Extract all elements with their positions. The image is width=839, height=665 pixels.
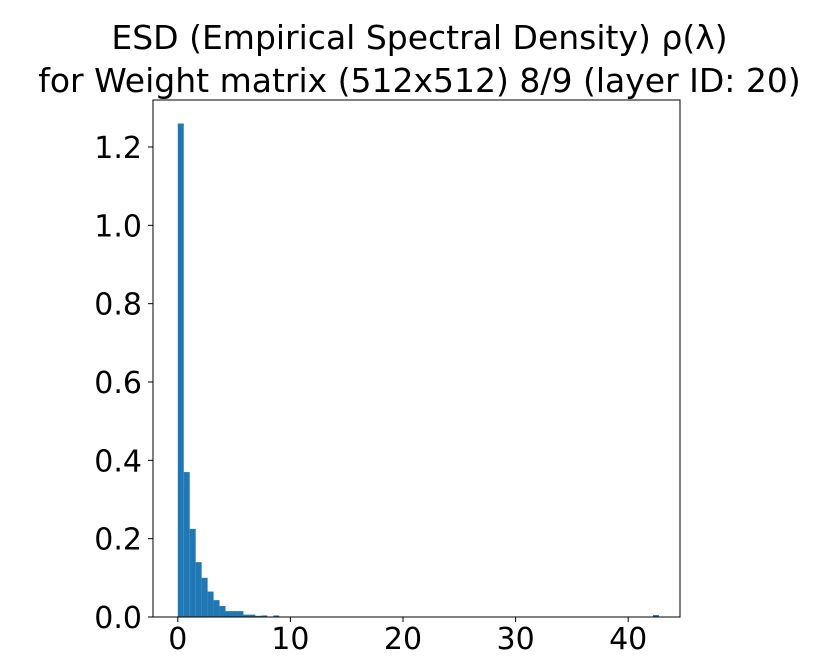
histogram-bar: [177, 123, 184, 617]
x-tick-label: 10: [271, 622, 309, 657]
histogram-bar: [255, 615, 262, 617]
x-tick-label: 0: [168, 622, 187, 657]
histogram-bar: [201, 577, 208, 617]
histogram-bar: [273, 615, 280, 617]
y-tick-label: 0.8: [94, 288, 142, 323]
histogram-bar: [219, 606, 226, 617]
histogram-bar: [213, 600, 220, 617]
histogram-bar: [249, 614, 256, 617]
histogram-bar: [207, 591, 214, 617]
y-tick-label: 0.4: [94, 444, 142, 479]
y-tick-label: 1.0: [94, 209, 142, 244]
y-tick-label: 0.0: [94, 601, 142, 636]
histogram-bar: [261, 615, 268, 617]
histogram-bar: [652, 615, 659, 617]
x-tick-label: 40: [609, 622, 647, 657]
histogram-bar: [189, 528, 196, 617]
x-axis: 0 10 20 30 40: [168, 617, 647, 657]
histogram-bar: [231, 611, 238, 617]
histogram-bars: [177, 123, 659, 617]
histogram-bar: [243, 614, 250, 617]
x-tick-label: 20: [384, 622, 422, 657]
histogram-bar: [237, 611, 244, 617]
y-axis: 0.0 0.2 0.4 0.6 0.8 1.0 1.2: [94, 131, 153, 636]
plot-frame: [152, 99, 681, 618]
chart-title-line-1: ESD (Empirical Spectral Density) ρ(λ): [111, 18, 728, 57]
histogram-bar: [183, 472, 190, 617]
x-tick-label: 30: [497, 622, 535, 657]
y-tick-label: 0.6: [94, 366, 142, 401]
histogram-bar: [225, 611, 232, 617]
chart-title-line-2: for Weight matrix (512x512) 8/9 (layer I…: [38, 61, 801, 100]
y-tick-label: 0.2: [94, 523, 142, 558]
histogram-bar: [195, 562, 202, 617]
y-tick-label: 1.2: [94, 131, 142, 166]
